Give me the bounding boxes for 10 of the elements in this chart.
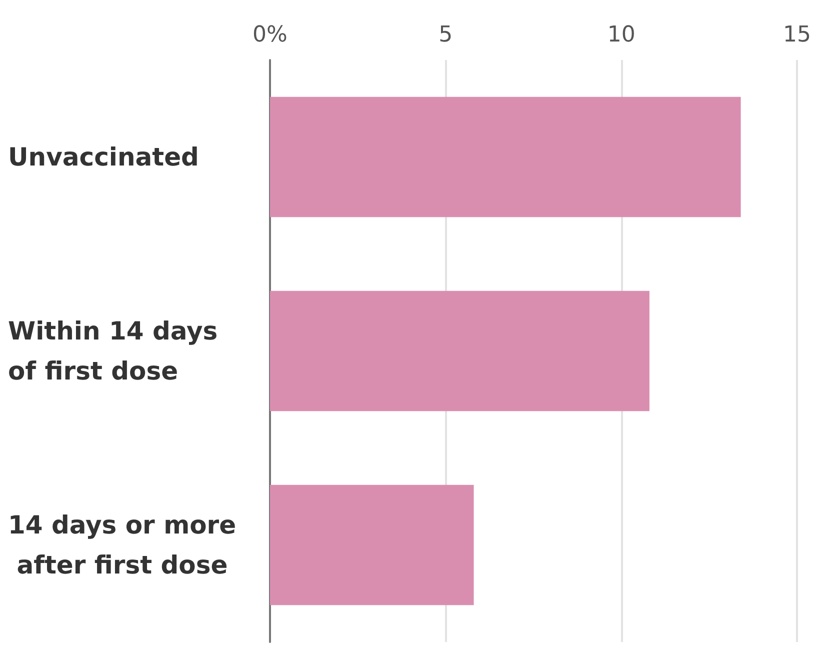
bar — [270, 290, 650, 412]
y-tick-label: Unvaccinated — [8, 142, 199, 172]
bar — [270, 96, 741, 218]
x-tick-label: 15 — [783, 22, 812, 48]
x-tick-label: 10 — [607, 22, 636, 48]
x-tick-label: 5 — [438, 22, 453, 48]
y-tick-label: Within 14 days of first dose — [8, 316, 226, 386]
y-tick-label: 14 days or more after first dose — [8, 510, 236, 580]
x-tick-label: 0% — [252, 22, 288, 48]
bar — [270, 484, 474, 606]
